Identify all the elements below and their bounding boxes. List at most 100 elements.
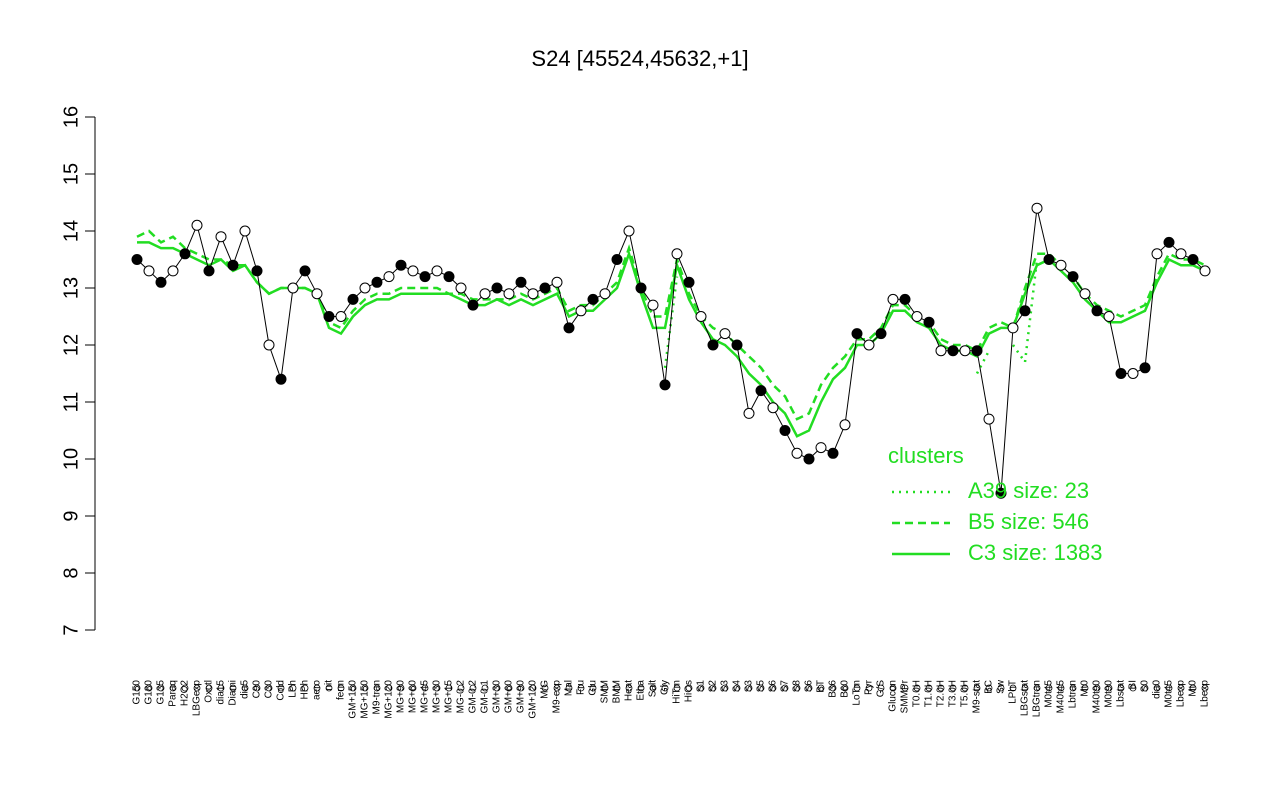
data-point — [875, 328, 887, 340]
x-tick-label: T2.0H — [936, 680, 947, 707]
data-point — [347, 293, 359, 305]
x-marker — [757, 684, 765, 692]
x-tick-label: M40t45 — [1056, 680, 1067, 714]
x-tick-label: Pyr — [864, 679, 875, 695]
x-marker — [313, 684, 321, 692]
data-point — [239, 225, 251, 237]
x-tick-label: BI — [1128, 680, 1139, 689]
x-tick-label: LoTm — [852, 680, 863, 706]
data-point — [671, 248, 683, 260]
x-tick-label: BMM — [612, 680, 623, 703]
x-tick-label: Gly — [660, 680, 671, 695]
data-point — [503, 288, 515, 300]
legend-title: clusters — [888, 443, 964, 468]
x-tick-label: H2O2 — [180, 680, 191, 707]
data-point — [479, 288, 491, 300]
data-point — [1103, 311, 1115, 322]
x-tick-label: LBGtran — [1032, 680, 1043, 717]
data-point — [1043, 254, 1055, 265]
y-tick-label: 7 — [60, 624, 82, 635]
x-marker — [1177, 684, 1185, 692]
data-point — [323, 311, 335, 322]
x-marker — [205, 684, 213, 692]
x-tick-label: T5.0H — [960, 680, 971, 707]
chart-title: S24 [45524,45632,+1] — [531, 46, 748, 71]
x-marker — [505, 684, 513, 692]
x-tick-label: GM+90 — [516, 680, 527, 714]
data-point — [995, 487, 1007, 499]
x-marker — [637, 684, 645, 692]
x-marker — [781, 684, 789, 692]
x-tick-label: M9-tran — [372, 680, 383, 714]
x-tick-label: Mt0 — [1188, 680, 1199, 697]
x-tick-label: S0 — [1140, 680, 1151, 693]
data-point — [407, 265, 419, 277]
x-marker — [1165, 684, 1173, 692]
y-tick-label: 9 — [60, 510, 82, 521]
x-tick-label: Diami — [228, 680, 239, 706]
data-point — [383, 271, 395, 283]
x-marker — [241, 684, 249, 692]
x-tick-label: SMMPr — [900, 679, 911, 713]
x-marker — [517, 684, 525, 692]
y-tick-label: 10 — [60, 448, 82, 470]
x-marker — [949, 684, 957, 692]
data-point — [767, 402, 779, 414]
data-point — [851, 328, 863, 340]
x-tick-label: C90 — [252, 680, 263, 699]
data-point — [263, 339, 275, 351]
x-marker — [289, 684, 297, 692]
data-point — [275, 373, 287, 385]
x-marker — [925, 684, 933, 692]
legend-label: A39 size: 23 — [968, 478, 1089, 503]
x-marker — [529, 684, 537, 692]
x-marker — [613, 684, 621, 692]
x-marker — [169, 684, 177, 692]
data-point — [779, 425, 791, 436]
x-tick-label: S6 — [804, 680, 815, 693]
x-marker — [337, 684, 345, 692]
x-tick-label: Sw — [996, 679, 1007, 694]
x-marker — [181, 684, 189, 692]
data-point — [899, 293, 911, 305]
x-tick-label: T0.0H — [912, 680, 923, 707]
x-tick-label: Salt — [648, 680, 659, 697]
x-marker — [265, 684, 273, 692]
data-point — [923, 316, 935, 328]
x-marker — [985, 684, 993, 692]
x-tick-label: S5 — [756, 680, 767, 693]
x-marker — [937, 684, 945, 692]
x-tick-label: Lbtran — [1068, 680, 1079, 708]
x-marker — [421, 684, 429, 692]
x-tick-label: Lbexp — [1200, 680, 1211, 708]
x-marker — [469, 684, 477, 692]
x-marker — [217, 684, 225, 692]
x-marker — [397, 684, 405, 692]
x-tick-label: dia0 — [1152, 680, 1163, 699]
x-marker — [349, 684, 357, 692]
data-point — [527, 288, 539, 300]
data-point — [1175, 248, 1187, 260]
x-tick-label: MG+45 — [420, 680, 431, 714]
x-tick-label: M0t45 — [1044, 680, 1055, 708]
x-tick-label: M/G — [540, 680, 551, 699]
x-tick-label: Lbexp — [1176, 680, 1187, 708]
x-tick-label: Mt0 — [1080, 680, 1091, 697]
data-point — [1091, 305, 1103, 317]
data-point — [791, 447, 803, 459]
x-tick-label: Heat — [624, 680, 635, 701]
data-point — [1127, 368, 1139, 379]
x-tick-label: GM+120 — [528, 680, 539, 719]
x-marker — [973, 684, 981, 692]
x-tick-label: S1 — [696, 680, 707, 693]
data-point — [659, 379, 671, 391]
x-tick-label: S8 — [792, 680, 803, 693]
data-point — [515, 276, 527, 288]
x-marker — [1105, 684, 1113, 692]
x-tick-label: dia15 — [216, 680, 227, 705]
data-point — [911, 311, 923, 322]
data-point — [1055, 259, 1067, 271]
data-point — [419, 271, 431, 283]
data-point — [863, 339, 875, 351]
